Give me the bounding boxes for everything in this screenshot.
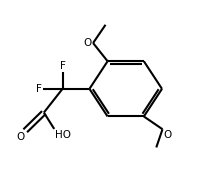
Text: F: F bbox=[60, 61, 66, 71]
Text: O: O bbox=[16, 132, 24, 142]
Text: HO: HO bbox=[55, 130, 71, 140]
Text: O: O bbox=[163, 130, 172, 140]
Text: O: O bbox=[83, 38, 91, 48]
Text: F: F bbox=[36, 84, 42, 94]
